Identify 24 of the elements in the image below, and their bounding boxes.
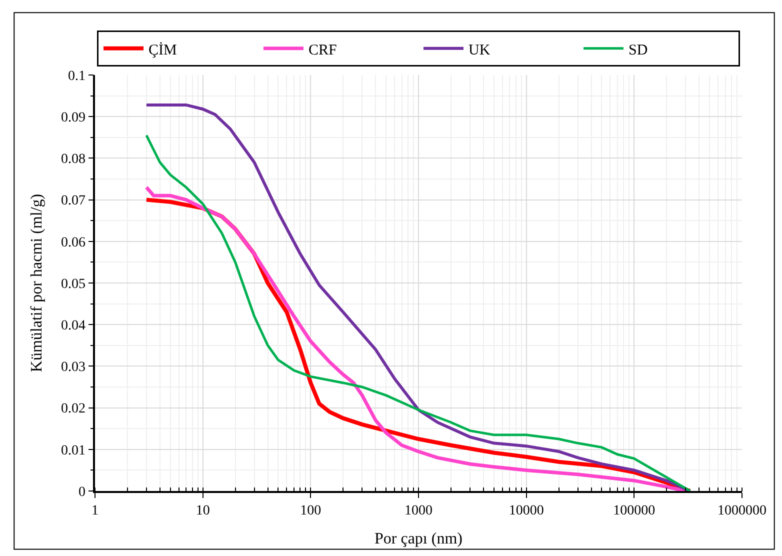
x-tick-label: 1000000: [718, 504, 766, 519]
y-tick-label: 0.09: [60, 110, 86, 126]
y-tick-label: 0.06: [60, 235, 86, 250]
x-tick-label: 10000: [508, 504, 544, 519]
x-tick-label: 100: [300, 504, 322, 519]
y-tick-label: 0.1: [68, 68, 86, 84]
y-tick-label: 0.03: [60, 360, 86, 376]
y-tick-label: 0.08: [60, 152, 86, 168]
y-tick-label: 0.07: [60, 194, 86, 209]
y-tick-label: 0.01: [60, 443, 86, 458]
x-tick-label: 1: [92, 504, 98, 519]
x-tick-label: 1000: [404, 504, 432, 519]
x-axis-title: Por çapı (nm): [374, 530, 462, 548]
y-tick-label: 0.05: [60, 276, 86, 292]
legend-label: UK: [468, 42, 490, 58]
legend-label: SD: [628, 42, 648, 58]
y-tick-label: 0.02: [60, 402, 86, 417]
y-tick-label: 0: [78, 484, 86, 500]
x-tick-label: 100000: [613, 504, 656, 519]
x-tick-label: 10: [196, 504, 210, 519]
y-tick-label: 0.04: [60, 318, 86, 334]
y-axis-title: Kümülatif por hacmi (ml/g): [28, 194, 46, 372]
legend-label: ÇİM: [148, 41, 177, 58]
legend-label: CRF: [308, 42, 337, 58]
